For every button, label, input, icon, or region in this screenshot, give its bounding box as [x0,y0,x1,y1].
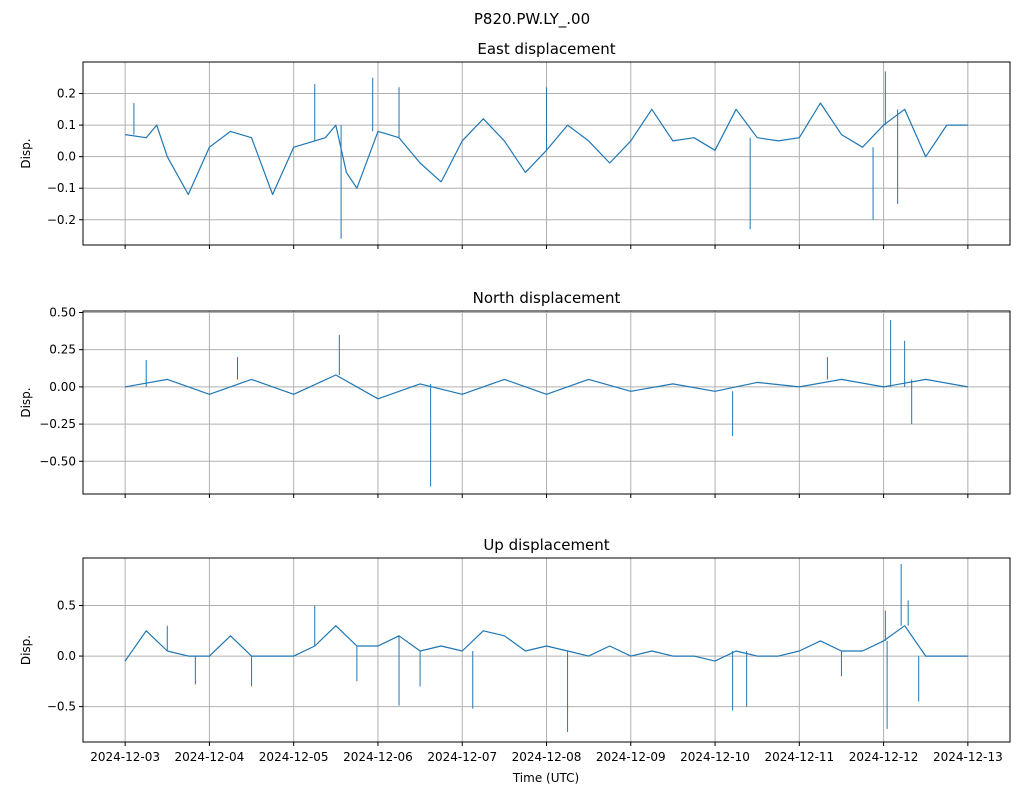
east-ytick-label-1: −0.1 [47,181,76,195]
up-xtick-label-9: 2024-12-12 [849,750,919,764]
up-xtick-label-2: 2024-12-05 [259,750,329,764]
east-axes-frame [82,61,1011,246]
up-xtick-label-6: 2024-12-09 [596,750,666,764]
up-y-axis-label: Disp. [19,635,33,665]
east-panel-title: East displacement [477,40,615,58]
north-ytick-label-2: 0.00 [49,380,76,394]
north-ytick-label-1: −0.25 [39,417,76,431]
north-y-axis-label: Disp. [19,387,33,417]
east-ytick-label-0: −0.2 [47,213,76,227]
north-axes-frame [82,310,1011,495]
up-xtick-label-8: 2024-12-11 [764,750,834,764]
north-ytick-label-4: 0.50 [49,305,76,319]
east-ytick-label-2: 0.0 [57,150,76,164]
up-ytick-label-2: 0.5 [57,599,76,613]
north-ytick-label-3: 0.25 [49,343,76,357]
north-series-line [124,374,969,400]
up-xtick-label-4: 2024-12-07 [427,750,497,764]
north-ytick-label-0: −0.50 [39,454,76,468]
east-y-axis-label: Disp. [19,138,33,168]
up-axes-frame [82,557,1011,743]
up-xtick-label-5: 2024-12-08 [512,750,582,764]
east-series-line [125,102,968,196]
up-series-line [124,625,968,662]
up-xtick-label-3: 2024-12-06 [343,750,413,764]
east-ytick-label-3: 0.1 [57,118,76,132]
up-xtick-label-0: 2024-12-03 [90,750,160,764]
x-axis-label: Time (UTC) [512,771,579,785]
up-panel-title: Up displacement [483,536,609,554]
figure-suptitle: P820.PW.LY_.00 [474,10,590,29]
up-xtick-label-10: 2024-12-13 [933,750,1003,764]
up-ytick-label-0: −0.5 [47,700,76,714]
north-panel-title: North displacement [473,289,621,307]
east-ytick-label-4: 0.2 [57,87,76,101]
up-ytick-label-1: 0.0 [57,649,76,663]
up-xtick-label-1: 2024-12-04 [175,750,245,764]
up-xtick-label-7: 2024-12-10 [680,750,750,764]
